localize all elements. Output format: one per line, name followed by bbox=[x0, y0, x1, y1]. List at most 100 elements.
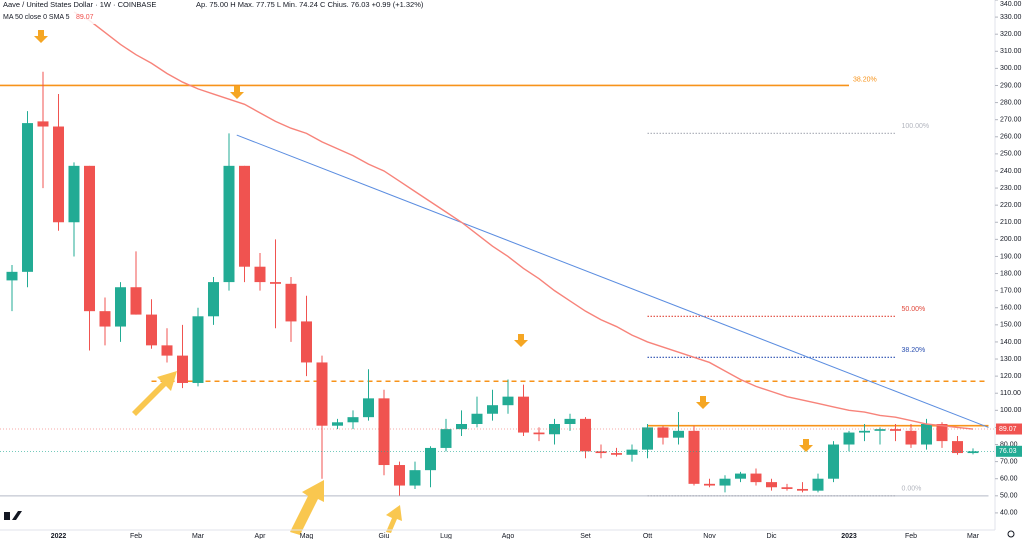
y-tick-label: 310.00 bbox=[1000, 48, 1022, 55]
y-tick-label: 160.00 bbox=[1000, 305, 1022, 312]
candle-body bbox=[595, 451, 607, 454]
candle-body bbox=[394, 465, 405, 486]
candle-body bbox=[967, 451, 979, 454]
up-arrow bbox=[386, 505, 402, 533]
indicator-name: MA 50 close 0 SMA 5 bbox=[3, 14, 70, 21]
candle-body bbox=[37, 121, 49, 127]
candle-body bbox=[781, 487, 793, 489]
arrows bbox=[34, 30, 813, 452]
up-arrow bbox=[290, 480, 324, 535]
ohlc: Ap. 75.00 H Max. 77.75 L Min. 74.24 C Ch… bbox=[196, 0, 424, 9]
candle-body bbox=[874, 429, 886, 431]
x-tick-label: Lug bbox=[440, 533, 452, 539]
y-tick-label: 230.00 bbox=[1000, 185, 1022, 192]
candle-body bbox=[471, 413, 483, 424]
y-tick-label: 70.00 bbox=[1000, 458, 1018, 465]
x-tick-label: Feb bbox=[130, 533, 142, 539]
y-tick-label: 140.00 bbox=[1000, 339, 1022, 346]
x-tick-label: Apr bbox=[255, 533, 267, 539]
x-tick-label: Mag bbox=[300, 533, 314, 539]
y-tick-label: 260.00 bbox=[1000, 134, 1022, 141]
y-tick-label: 110.00 bbox=[1000, 390, 1021, 397]
candle-body bbox=[347, 417, 359, 423]
candle-body bbox=[440, 429, 452, 448]
y-tick-label: 300.00 bbox=[1000, 65, 1022, 72]
candle-body bbox=[130, 287, 142, 315]
price-tag bbox=[996, 445, 1022, 457]
candle-body bbox=[161, 345, 173, 356]
price-tag-label: 76.03 bbox=[999, 448, 1017, 455]
y-tick-label: 220.00 bbox=[1000, 202, 1022, 209]
x-tick-label: Giu bbox=[379, 533, 390, 539]
candle-body bbox=[673, 430, 684, 438]
candle-body bbox=[456, 424, 467, 430]
level-label: 38.20% bbox=[853, 76, 877, 83]
candle-body bbox=[611, 453, 622, 455]
candle-body bbox=[642, 427, 653, 450]
candle-body bbox=[890, 429, 901, 431]
y-tick-label: 180.00 bbox=[1000, 270, 1022, 277]
y-tick-label: 60.00 bbox=[1000, 476, 1018, 483]
fib-label: 50.00% bbox=[902, 306, 926, 313]
candle-body bbox=[502, 396, 514, 406]
y-tick-label: 50.00 bbox=[1000, 493, 1018, 500]
symbol: Aave / United States Dollar · 1W · COINB… bbox=[3, 0, 156, 9]
down-arrow bbox=[34, 30, 48, 43]
y-tick-label: 240.00 bbox=[1000, 168, 1022, 175]
down-arrow bbox=[799, 439, 813, 452]
y-tick-label: 200.00 bbox=[1000, 236, 1022, 243]
candle-body bbox=[270, 282, 281, 284]
y-tick-label: 190.00 bbox=[1000, 253, 1022, 260]
ma-line bbox=[73, 11, 974, 430]
candle-body bbox=[750, 473, 762, 483]
up-arrow bbox=[132, 371, 177, 416]
logo bbox=[4, 511, 22, 520]
candle-body bbox=[812, 478, 824, 491]
candle-body bbox=[22, 123, 33, 272]
candle-body bbox=[316, 362, 328, 426]
candle-body bbox=[115, 287, 126, 327]
candle-body bbox=[580, 418, 591, 452]
candle-body bbox=[177, 355, 188, 383]
header: Aave / United States Dollar · 1W · COINB… bbox=[0, 0, 424, 24]
candle-body bbox=[239, 165, 250, 267]
candle-body bbox=[936, 424, 948, 442]
candle-body bbox=[68, 165, 80, 223]
candle-body bbox=[843, 432, 855, 445]
candle-body bbox=[53, 126, 64, 223]
candle-body bbox=[719, 478, 731, 486]
candle-body bbox=[223, 165, 235, 283]
y-tick-label: 120.00 bbox=[1000, 373, 1022, 380]
y-tick-label: 330.00 bbox=[1000, 14, 1022, 21]
x-tick-label: 2023 bbox=[841, 533, 857, 539]
settings-icon[interactable] bbox=[1007, 530, 1015, 538]
down-arrow bbox=[696, 396, 710, 409]
candle-body bbox=[6, 271, 18, 281]
x-tick-label: Dic bbox=[766, 533, 777, 539]
logo-part bbox=[4, 512, 10, 520]
candle-body bbox=[425, 447, 436, 471]
down-arrow bbox=[514, 334, 528, 347]
fib-label: 0.00% bbox=[902, 486, 922, 493]
y-tick-label: 290.00 bbox=[1000, 82, 1022, 89]
y-tick-label: 320.00 bbox=[1000, 31, 1022, 38]
candle-body bbox=[688, 430, 700, 484]
candle-body bbox=[859, 430, 870, 433]
candle-body bbox=[952, 441, 963, 454]
candle-body bbox=[301, 321, 312, 363]
candle-body bbox=[363, 398, 374, 418]
price-tag-label: 89.07 bbox=[999, 426, 1017, 433]
candle-body bbox=[797, 488, 808, 491]
x-tick-label: Nov bbox=[703, 533, 716, 539]
fib-label: 38.20% bbox=[902, 347, 926, 354]
candle-body bbox=[921, 424, 932, 445]
y-tick-label: 170.00 bbox=[1000, 287, 1022, 294]
candle-body bbox=[564, 418, 576, 424]
candle-body bbox=[626, 449, 638, 455]
candle-body bbox=[84, 165, 95, 312]
y-tick-label: 150.00 bbox=[1000, 322, 1022, 329]
candle-body bbox=[146, 314, 157, 346]
y-tick-label: 250.00 bbox=[1000, 151, 1022, 158]
